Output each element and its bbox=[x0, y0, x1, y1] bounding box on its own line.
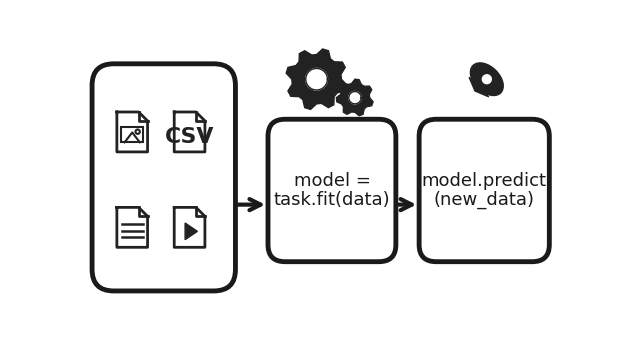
Bar bbox=[121, 127, 143, 142]
Text: (new_data): (new_data) bbox=[434, 190, 535, 209]
Polygon shape bbox=[336, 79, 373, 116]
Polygon shape bbox=[475, 87, 489, 97]
Ellipse shape bbox=[471, 63, 503, 95]
Polygon shape bbox=[117, 112, 148, 152]
Text: CSV: CSV bbox=[165, 127, 214, 147]
Polygon shape bbox=[174, 207, 205, 247]
FancyBboxPatch shape bbox=[92, 64, 236, 291]
Text: task.fit(data): task.fit(data) bbox=[274, 191, 390, 209]
Circle shape bbox=[482, 75, 491, 84]
Text: model =: model = bbox=[294, 172, 371, 190]
Polygon shape bbox=[185, 223, 198, 240]
Polygon shape bbox=[469, 77, 479, 91]
Polygon shape bbox=[117, 207, 148, 247]
Polygon shape bbox=[349, 92, 361, 104]
Polygon shape bbox=[286, 49, 347, 109]
FancyBboxPatch shape bbox=[268, 119, 396, 262]
FancyBboxPatch shape bbox=[419, 119, 549, 262]
Polygon shape bbox=[174, 112, 205, 152]
Polygon shape bbox=[306, 68, 328, 90]
Text: model.predict: model.predict bbox=[422, 172, 547, 190]
